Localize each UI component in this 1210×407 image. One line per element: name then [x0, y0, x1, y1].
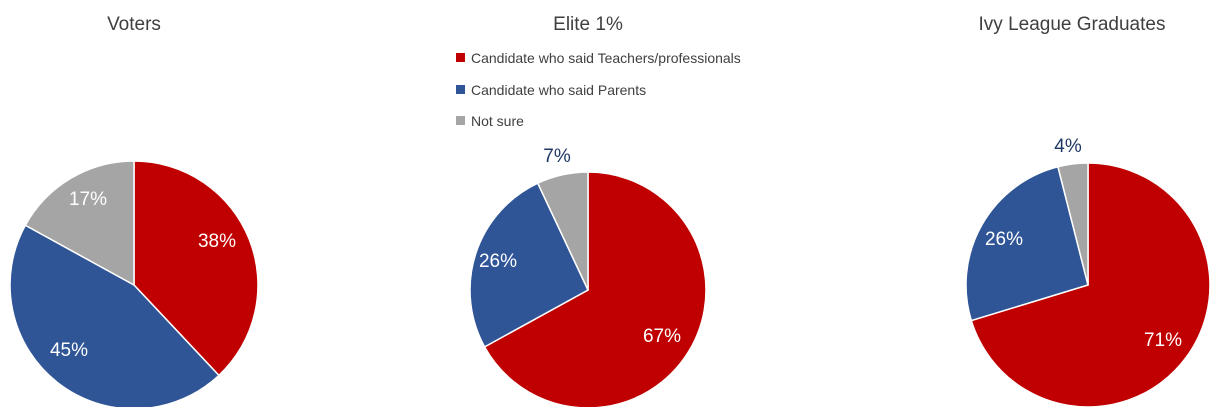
legend-item-teachers: Candidate who said Teachers/professional… — [456, 50, 741, 66]
pie-chart-elite: Elite 1% 67% 26% 7% — [469, 14, 707, 407]
legend: Candidate who said Teachers/professional… — [456, 50, 741, 129]
data-label-not-sure: 4% — [1054, 136, 1082, 157]
pie-slice-parents — [469, 182, 589, 348]
data-label-not-sure: 7% — [543, 146, 571, 167]
pie-slice-parents — [965, 165, 1089, 322]
data-label-parents: 26% — [985, 229, 1023, 250]
data-label-teachers: 67% — [643, 326, 681, 347]
chart-title-ivy-league: Ivy League Graduates — [979, 14, 1166, 35]
legend-swatch-teachers — [456, 53, 465, 62]
chart-title-voters: Voters — [107, 14, 161, 35]
legend-swatch-not-sure — [456, 116, 465, 125]
pie-chart-ivy-league: Ivy League Graduates 71% 26% 4% — [965, 14, 1210, 407]
data-label-parents: 45% — [50, 340, 88, 361]
pie-chart-voters: Voters 38% 45% 17% — [9, 14, 259, 407]
pie-slice-teachers — [970, 162, 1210, 407]
legend-label-teachers: Candidate who said Teachers/professional… — [471, 50, 741, 66]
pie-slice-teachers — [133, 160, 259, 377]
data-label-teachers: 71% — [1144, 330, 1182, 351]
pie-slice-not-sure — [24, 160, 135, 287]
chart-title-elite: Elite 1% — [553, 14, 623, 35]
data-label-teachers: 38% — [198, 231, 236, 252]
legend-item-not-sure: Not sure — [456, 113, 524, 129]
data-label-parents: 26% — [479, 251, 517, 272]
pie-slice-parents — [9, 224, 220, 407]
pie-slice-not-sure — [1057, 162, 1089, 286]
legend-item-parents: Candidate who said Parents — [456, 82, 646, 98]
data-label-not-sure: 17% — [69, 189, 107, 210]
pie-slice-not-sure — [536, 171, 589, 291]
legend-swatch-parents — [456, 85, 465, 94]
legend-label-parents: Candidate who said Parents — [471, 82, 646, 98]
legend-label-not-sure: Not sure — [471, 113, 524, 129]
pie-slice-teachers — [483, 171, 707, 407]
